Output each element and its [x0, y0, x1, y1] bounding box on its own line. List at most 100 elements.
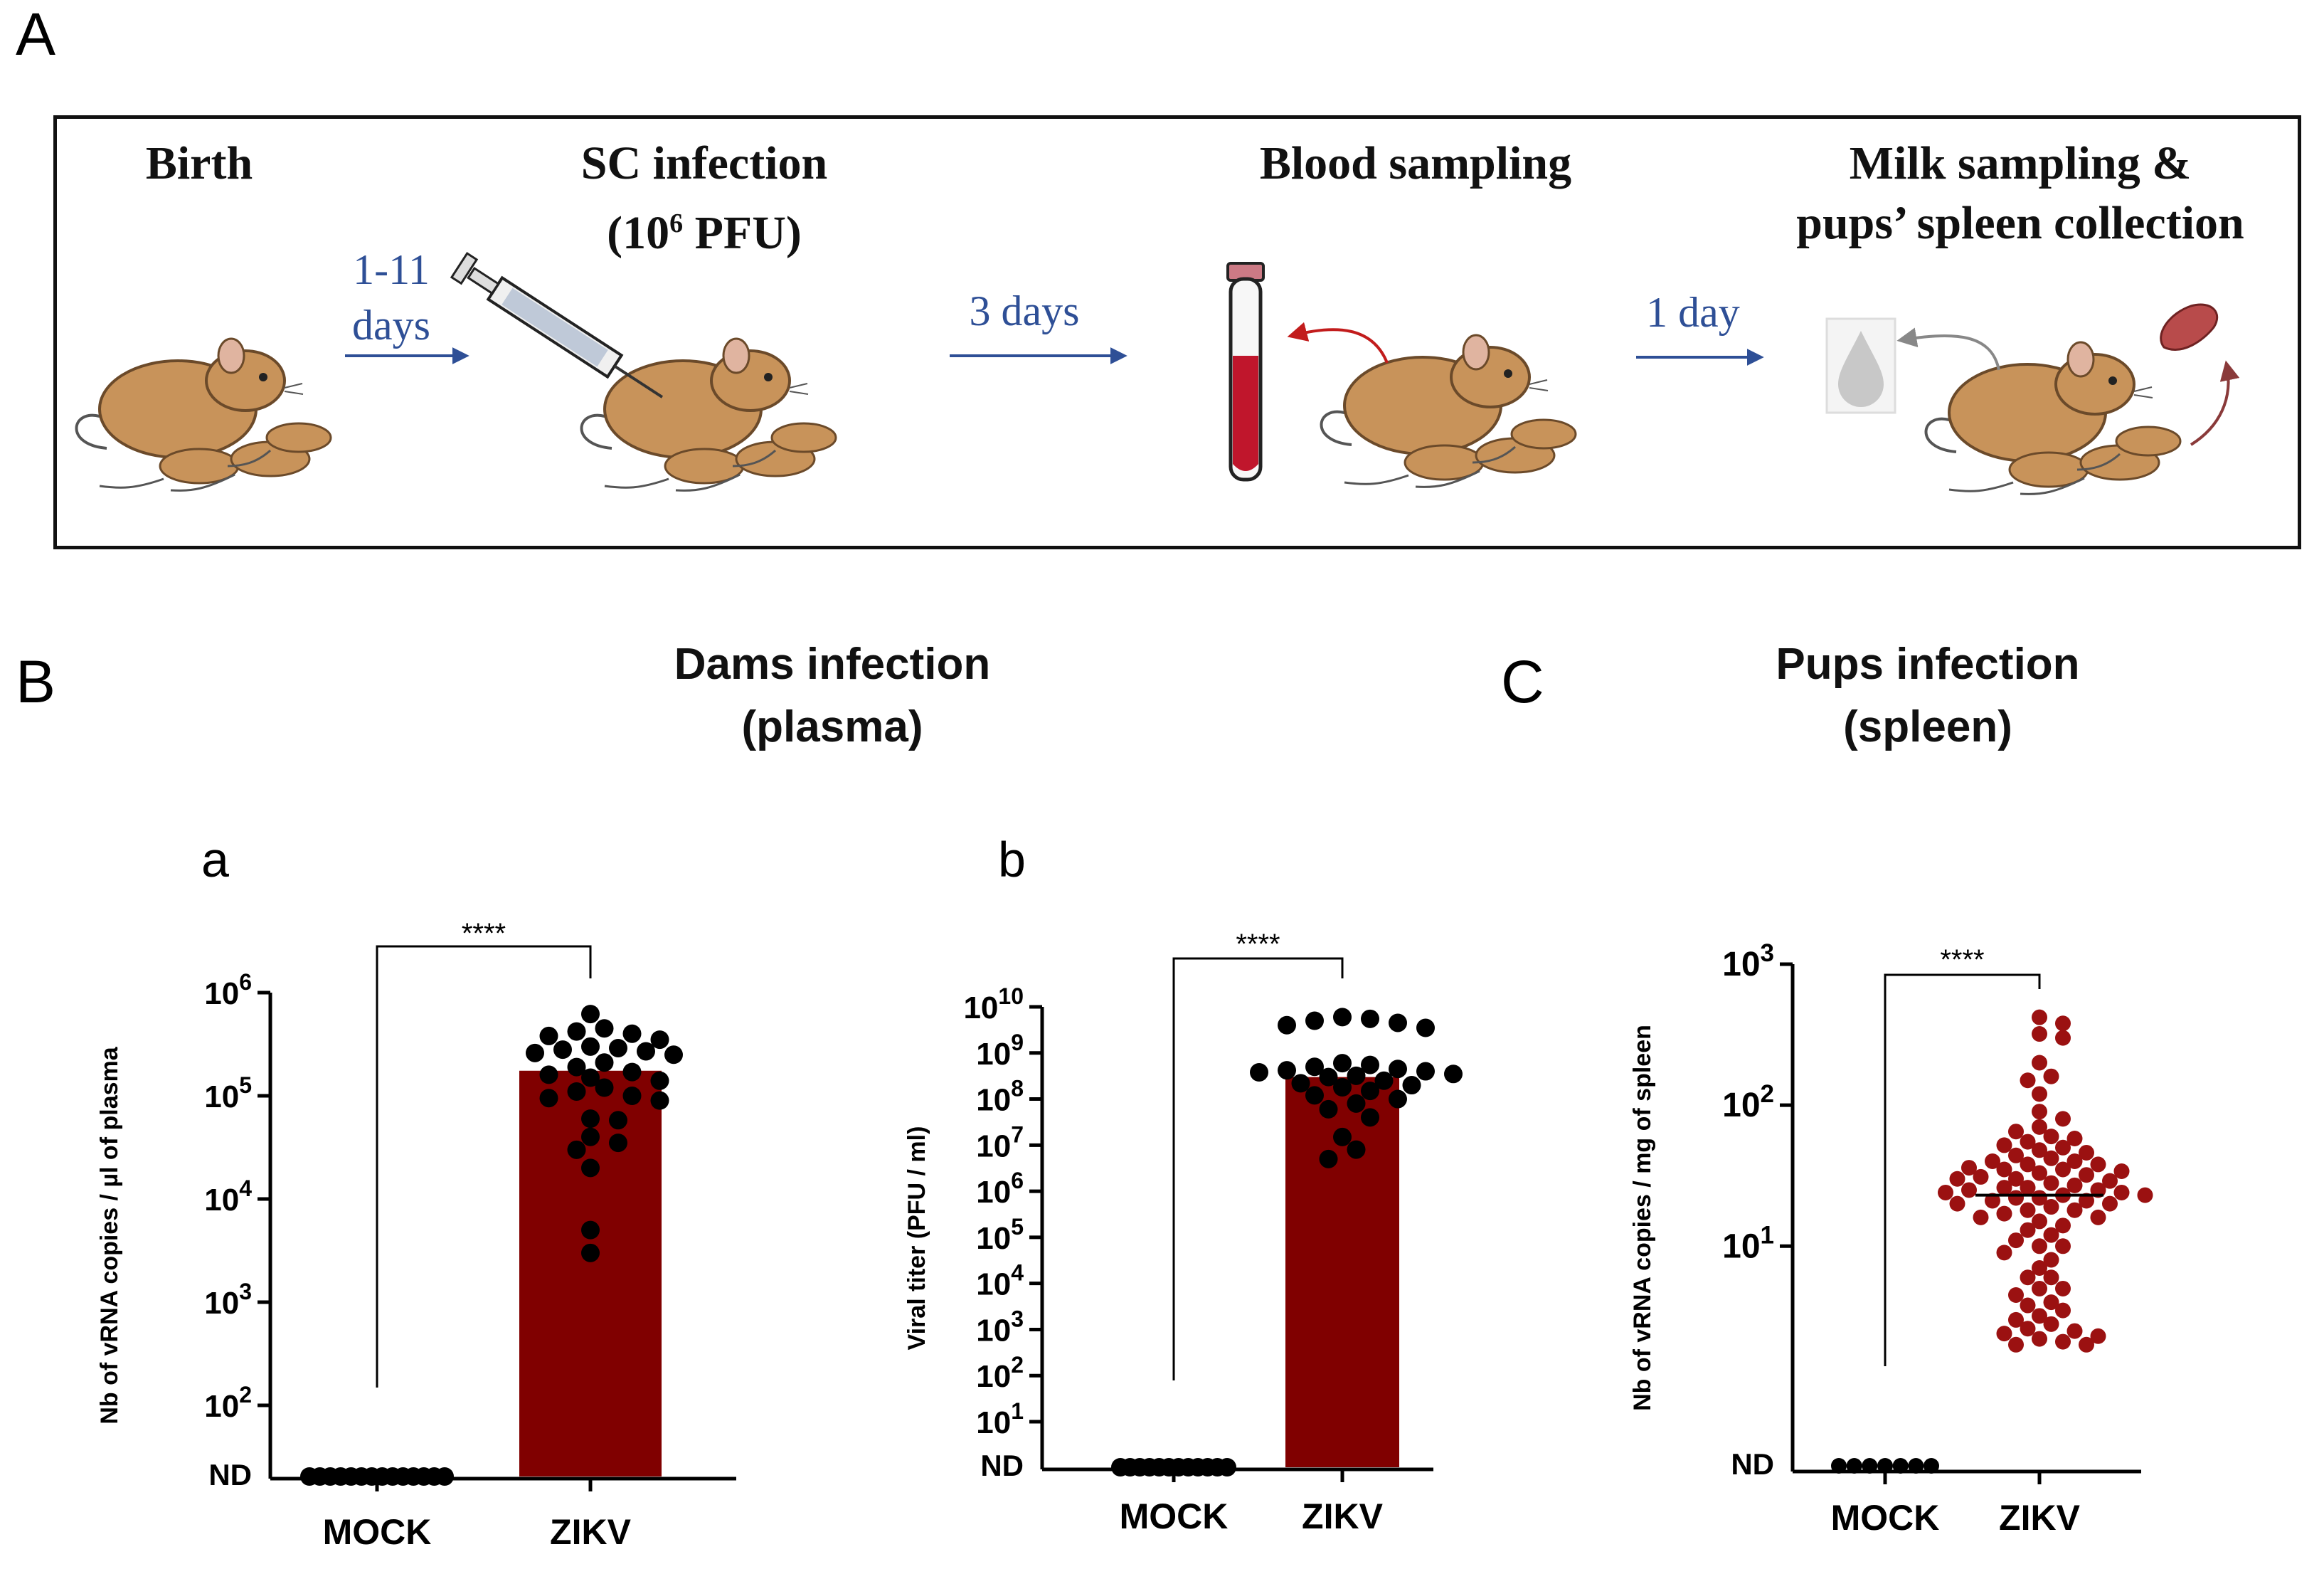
x-category-label: ZIKV	[1999, 1498, 2081, 1538]
zikv-data-point	[2043, 1316, 2059, 1332]
zikv-data-point	[2032, 1331, 2047, 1347]
zikv-data-point	[2055, 1217, 2071, 1234]
y-tick-label: 105	[204, 1072, 252, 1114]
zikv-data-point	[2043, 1068, 2059, 1084]
zikv-data-point	[2043, 1175, 2059, 1191]
zikv-data-point	[1416, 1018, 1435, 1037]
zikv-data-point	[2079, 1193, 2094, 1209]
panel-letter-a: A	[16, 1, 56, 68]
zikv-data-point	[1333, 1127, 1352, 1146]
y-tick-label: 102	[1722, 1080, 1774, 1124]
zikv-data-point	[2055, 1139, 2071, 1156]
zikv-data-point	[1389, 1013, 1407, 1032]
panel-letter-b: B	[16, 648, 56, 715]
y-tick-label: 108	[976, 1076, 1024, 1118]
zikv-data-point	[2020, 1072, 2036, 1089]
timeline-frame	[53, 115, 2301, 549]
zikv-data-point	[2055, 1030, 2071, 1046]
zikv-data-point	[2020, 1222, 2036, 1238]
zikv-data-point	[2102, 1195, 2118, 1212]
zikv-data-point	[1333, 1054, 1352, 1073]
mock-data-point	[1862, 1458, 1878, 1474]
zikv-data-point	[1291, 1074, 1310, 1093]
step-milk-title: Milk sampling & pups’ spleen collection	[1796, 137, 2244, 249]
zikv-data-point	[1250, 1062, 1268, 1082]
zikv-data-point	[1361, 1009, 1379, 1028]
zikv-data-point	[1319, 1099, 1338, 1119]
x-category-label: MOCK	[1831, 1498, 1940, 1538]
zikv-data-point	[2113, 1163, 2130, 1179]
y-tick-label: 1010	[963, 983, 1024, 1025]
zikv-data-point	[2137, 1187, 2153, 1203]
zikv-data-point	[2020, 1297, 2036, 1314]
zikv-data-point	[650, 1071, 669, 1090]
zikv-data-point	[650, 1091, 669, 1110]
significance-label: ****	[1236, 929, 1280, 960]
zikv-data-point	[1347, 1094, 1366, 1113]
mock-data-point	[1218, 1458, 1236, 1476]
zikv-data-point	[1961, 1160, 1977, 1176]
zikv-data-point	[581, 1109, 600, 1129]
zikv-data-point	[1347, 1066, 1366, 1085]
zikv-data-point	[595, 1053, 614, 1072]
zikv-data-point	[2032, 1104, 2047, 1120]
y-axis-label: Nb of vRNA copies / µl of plasma	[96, 1046, 123, 1424]
zikv-data-point	[553, 1040, 572, 1060]
y-tick-label: 106	[976, 1168, 1024, 1210]
zikv-data-point	[2032, 1119, 2047, 1135]
arrow-label-1-11-days: 1-11 days	[352, 246, 430, 349]
y-tick-label: 106	[204, 969, 252, 1011]
zikv-data-point	[2055, 1111, 2071, 1127]
zikv-data-point	[1347, 1140, 1366, 1159]
zikv-data-point	[609, 1134, 627, 1153]
zikv-data-point	[2008, 1171, 2024, 1187]
sub-letter-b: b	[998, 832, 1026, 887]
zikv-data-point	[1949, 1171, 1965, 1187]
step-birth-title: Birth	[145, 137, 253, 189]
y-tick-label: 102	[976, 1352, 1024, 1394]
mock-data-point	[1877, 1458, 1893, 1474]
zikv-data-point	[1949, 1195, 1965, 1212]
zikv-data-point	[2020, 1321, 2036, 1337]
y-tick-label: 102	[204, 1382, 252, 1424]
zikv-data-point	[2043, 1294, 2059, 1311]
timeline-illustration	[75, 252, 2240, 496]
y-tick-label: 103	[204, 1279, 252, 1321]
zikv-data-point	[1305, 1086, 1324, 1105]
mock-data-point	[1924, 1458, 1939, 1474]
zikv-data-point	[1305, 1057, 1324, 1077]
zikv-data-point	[650, 1030, 669, 1050]
zikv-data-point	[2066, 1153, 2083, 1169]
zikv-data-point	[2008, 1190, 2024, 1206]
zikv-data-point	[2008, 1232, 2024, 1249]
zikv-data-point	[2008, 1124, 2024, 1140]
arrow-label-1-day: 1 day	[1646, 289, 1740, 336]
zikv-data-point	[581, 1127, 600, 1146]
zikv-data-point	[2043, 1269, 2059, 1286]
zikv-data-point	[2079, 1167, 2094, 1183]
zikv-data-point	[2079, 1336, 2094, 1353]
zikv-data-point	[2032, 1308, 2047, 1324]
y-tick-label: 101	[1722, 1221, 1774, 1265]
zikv-data-point	[2020, 1180, 2036, 1196]
y-tick-nd-label: ND	[980, 1449, 1024, 1482]
zikv-data-point	[2066, 1202, 2083, 1218]
zikv-data-point	[1996, 1137, 2012, 1153]
zikv-data-point	[2055, 1302, 2071, 1319]
zikv-data-point	[1361, 1082, 1379, 1101]
zikv-data-point	[2066, 1177, 2083, 1193]
zikv-data-point	[1973, 1209, 1989, 1225]
zikv-data-point	[581, 1243, 600, 1262]
mock-data-point	[1908, 1458, 1924, 1474]
zikv-data-point	[1938, 1184, 1953, 1200]
y-tick-label: 105	[976, 1214, 1024, 1256]
mock-data-point	[435, 1467, 454, 1486]
zikv-data-point	[1985, 1153, 2000, 1169]
zikv-data-point	[1402, 1076, 1421, 1095]
zikv-data-point	[567, 1140, 586, 1159]
zikv-data-point	[2090, 1209, 2106, 1225]
mock-data-point	[1831, 1458, 1847, 1474]
zikv-data-point	[609, 1038, 627, 1057]
panel-b-title: Dams infection (plasma)	[674, 640, 991, 751]
